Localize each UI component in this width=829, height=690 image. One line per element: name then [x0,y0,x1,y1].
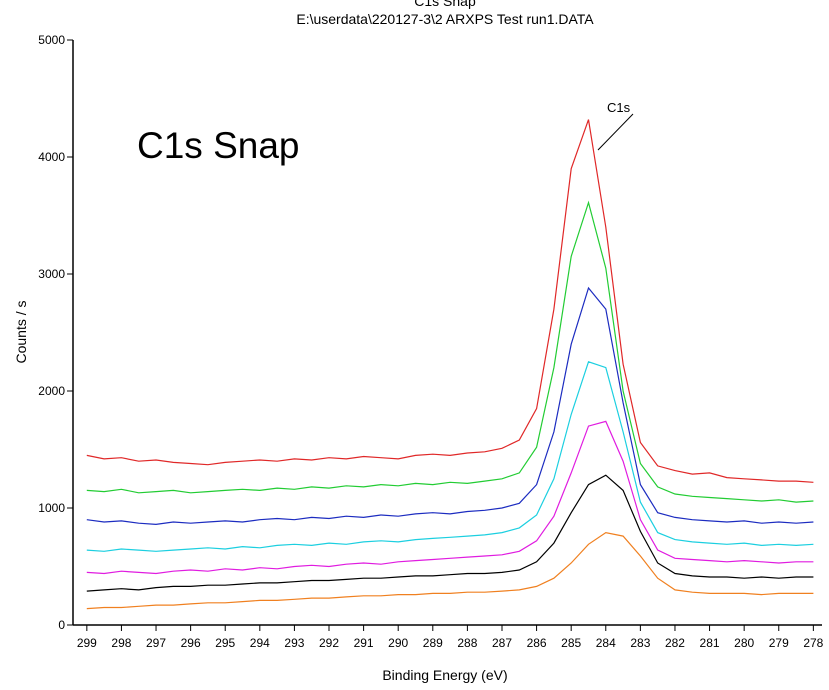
x-tick-label: 286 [527,636,547,650]
x-axis-label: Binding Energy (eV) [382,667,507,683]
y-tick-label: 0 [58,618,65,632]
x-tick-label: 281 [700,636,720,650]
series-line [86,200,814,503]
x-tick-label: 299 [77,636,97,650]
y-tick-label: 2000 [38,384,65,398]
chart-subtitle: E:\userdata\220127-3\2 ARXPS Test run1.D… [296,11,594,27]
peak-label: C1s [607,100,631,115]
x-tick-label: 280 [734,636,754,650]
x-tick-label: 282 [665,636,685,650]
x-tick-label: 297 [146,636,166,650]
x-tick-label: 283 [630,636,650,650]
y-tick-label: 1000 [38,501,65,515]
x-tick-label: 293 [284,636,304,650]
x-tick-label: 279 [769,636,789,650]
x-tick-label: 290 [388,636,408,650]
y-tick-label: 4000 [38,150,65,164]
x-tick-label: 285 [561,636,581,650]
x-tick-label: 288 [457,636,477,650]
annotation: C1s Snap [137,125,300,166]
x-tick-label: 287 [492,636,512,650]
y-axis-label: Counts / s [13,300,29,363]
x-tick-label: 284 [596,636,616,650]
x-tick-label: 295 [215,636,235,650]
x-tick-label: 292 [319,636,339,650]
series-line [86,420,814,575]
x-tick-label: 296 [181,636,201,650]
series-line [86,361,814,552]
x-tick-label: 289 [423,636,443,650]
chart-title: C1s Snap [414,0,476,9]
y-tick-label: 5000 [38,33,65,47]
x-tick-label: 278 [803,636,823,650]
series-line [86,474,814,592]
x-tick-label: 298 [111,636,131,650]
leader-line [597,113,634,151]
series-line [86,286,814,526]
x-tick-label: 291 [354,636,374,650]
series-line [86,119,814,483]
series-line [86,531,814,610]
x-tick-label: 294 [250,636,270,650]
y-tick-label: 3000 [38,267,65,281]
